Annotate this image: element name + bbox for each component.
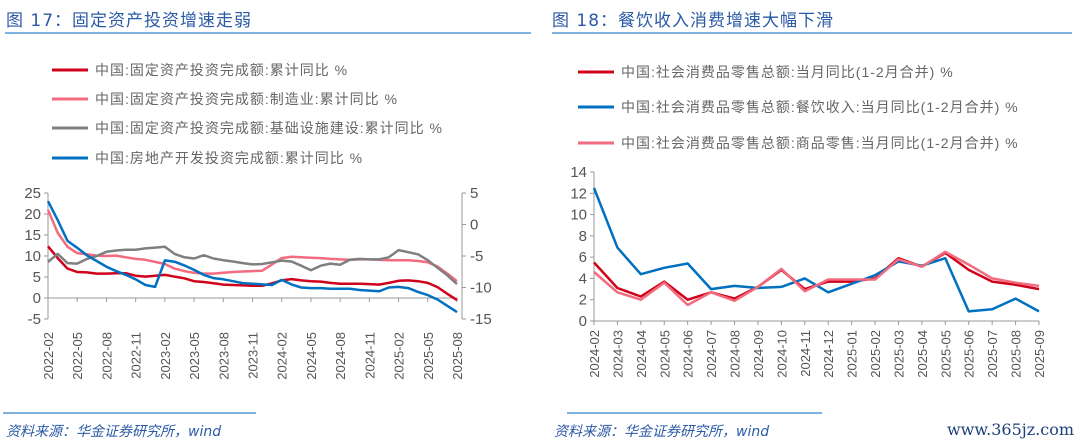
series-line-3 (46, 200, 458, 314)
right-figure-title: 图 18：餐饮收入消费增速大幅下滑 (552, 11, 835, 31)
right-figure: 图 18：餐饮收入消费增速大幅下滑 中国:社会消费品零售总额:当月同比(1-2月… (540, 0, 1080, 446)
x-tick-label: 2022-08 (99, 332, 114, 380)
right-chart: 中国:社会消费品零售总额:当月同比(1-2月合并) % 中国:社会消费品零售总额:… (570, 64, 1047, 378)
series-line-1 (46, 209, 458, 283)
x-tick-label: 2023-05 (187, 332, 202, 380)
y-tick-label: 0 (579, 313, 587, 330)
y-tick-label: 25 (24, 185, 41, 202)
left-title-rule (5, 32, 531, 34)
y-tick-label: 15 (24, 227, 41, 244)
legend-label-2: 中国:固定资产投资完成额:基础设施建设:累计同比 % (95, 120, 443, 136)
right-source: 资料来源：华金证券研究所，wind (554, 424, 770, 440)
left-figure-title: 图 17：固定资产投资增速走弱 (6, 11, 253, 31)
x-tick-label: 2025-02 (392, 332, 407, 380)
y-tick-label: 6 (579, 249, 587, 266)
y-tick-label: 20 (24, 206, 41, 223)
left-source: 资料来源：华金证券研究所，wind (6, 424, 222, 440)
right-title-rule (552, 32, 1072, 34)
x-tick-label: 2024-10 (774, 330, 789, 378)
legend-label-3: 中国:房地产开发投资完成额:累计同比 % (95, 150, 363, 166)
x-tick-label: 2025-05 (938, 330, 953, 378)
x-tick-label: 2024-07 (704, 330, 719, 378)
x-tick-label: 2025-06 (962, 330, 977, 378)
x-tick-label: 2025-02 (868, 330, 883, 378)
y2-tick-label: -15 (470, 311, 492, 328)
x-tick-label: 2024-08 (728, 330, 743, 378)
x-tick-label: 2024-08 (333, 332, 348, 380)
legend-label-0: 中国:固定资产投资完成额:累计同比 % (95, 62, 348, 78)
y-tick-label: 4 (579, 270, 587, 287)
y-tick-label: 12 (570, 185, 587, 202)
x-tick-label: 2024-03 (610, 330, 625, 378)
x-tick-label: 2023-11 (246, 332, 261, 379)
series-line-0 (593, 251, 1040, 301)
x-tick-label: 2024-11 (798, 330, 813, 377)
y-tick-label: 10 (570, 207, 587, 224)
legend-label-0: 中国:社会消费品零售总额:当月同比(1-2月合并) % (621, 64, 954, 80)
x-tick-label: 2022-11 (129, 332, 144, 379)
x-tick-label: 2025-08 (1009, 330, 1024, 378)
x-tick-label: 2024-02 (275, 332, 290, 380)
x-tick-label: 2025-08 (450, 332, 465, 380)
legend-label-1: 中国:固定资产投资完成额:制造业:累计同比 % (95, 91, 398, 107)
series-line-2 (47, 245, 458, 286)
series-line-1 (592, 187, 1040, 313)
x-tick-label: 2024-05 (657, 330, 672, 378)
y2-tick-label: -5 (470, 248, 483, 265)
x-tick-label: 2024-02 (587, 330, 602, 378)
left-footer-rule (3, 412, 256, 414)
x-tick-label: 2024-05 (304, 332, 319, 380)
y-tick-label: 2 (579, 292, 587, 309)
legend-label-2: 中国:社会消费品零售总额:商品零售:当月同比(1-2月合并) % (621, 135, 1019, 151)
x-tick-label: 2023-08 (216, 332, 231, 380)
y-tick-label: 10 (24, 248, 41, 265)
x-tick-label: 2024-12 (821, 330, 836, 378)
x-tick-label: 2025-05 (421, 332, 436, 380)
x-tick-label: 2025-09 (1032, 330, 1047, 378)
y-tick-label: -5 (28, 311, 41, 328)
series-line-2 (593, 250, 1040, 307)
x-tick-label: 2025-03 (891, 330, 906, 378)
x-tick-label: 2024-09 (751, 330, 766, 378)
left-chart: 中国:固定资产投资完成额:累计同比 % 中国:固定资产投资完成额:制造业:累计同比… (24, 62, 492, 380)
series-line-0 (47, 245, 458, 302)
x-tick-label: 2025-01 (845, 330, 860, 378)
y2-tick-label: 5 (470, 185, 478, 202)
x-tick-label: 2024-06 (681, 330, 696, 378)
watermark: www.365jz.com (946, 420, 1074, 439)
legend-label-1: 中国:社会消费品零售总额:餐饮收入:当月同比(1-2月合并) % (621, 99, 1019, 115)
left-figure: 图 17：固定资产投资增速走弱 中国:固定资产投资完成额:累计同比 % 中国:固定… (3, 11, 531, 440)
y2-tick-label: 0 (470, 217, 478, 234)
x-tick-label: 2025-04 (915, 330, 930, 378)
x-tick-label: 2025-07 (985, 330, 1000, 378)
x-tick-label: 2022-02 (41, 332, 56, 380)
y-tick-label: 8 (579, 228, 587, 245)
y-tick-label: 5 (33, 269, 41, 286)
y-tick-label: 14 (570, 164, 587, 181)
y-tick-label: 0 (33, 290, 41, 307)
x-tick-label: 2023-02 (158, 332, 173, 380)
x-tick-label: 2024-04 (634, 330, 649, 378)
y2-tick-label: -10 (470, 280, 492, 297)
x-tick-label: 2022-05 (70, 332, 85, 380)
x-tick-label: 2024-11 (362, 332, 377, 379)
right-footer-rule (567, 412, 822, 414)
